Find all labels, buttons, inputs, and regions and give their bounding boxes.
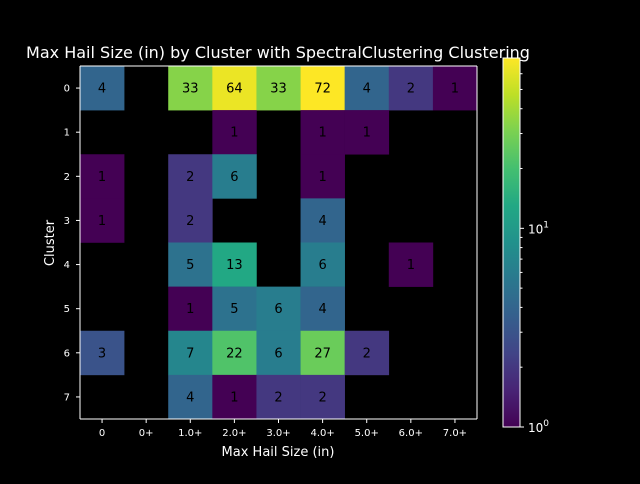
cell-value-label: 33 (182, 82, 199, 97)
y-tick-label: 4 (64, 260, 70, 271)
cell-value-label: 2 (363, 346, 371, 361)
y-axis-label: Cluster (43, 219, 58, 266)
heatmap-cell (212, 242, 257, 287)
heatmap-cell (388, 242, 434, 287)
heatmap-cell (80, 198, 125, 243)
heatmap-cell (256, 330, 301, 376)
cell-value-label: 1 (186, 302, 194, 317)
heatmap-cell (256, 286, 301, 332)
heatmap-cell (212, 154, 257, 199)
heatmap-cell (432, 66, 478, 111)
cell-value-label: 3 (98, 346, 106, 361)
y-tick-label: 2 (64, 172, 70, 183)
heatmap-cell (80, 154, 125, 199)
heatmap-cell (168, 374, 213, 420)
x-tick-label: 4.0+ (310, 428, 334, 439)
cell-value-label: 22 (226, 346, 243, 361)
cell-value-label: 6 (230, 170, 238, 185)
cell-value-label: 6 (318, 258, 326, 273)
cell-value-label: 5 (230, 302, 238, 317)
cell-value-label: 2 (407, 82, 415, 97)
cell-value-label: 2 (186, 214, 194, 229)
y-tick-label: 0 (64, 84, 70, 95)
heatmap-cell (168, 330, 213, 376)
chart-title: Max Hail Size (in) by Cluster with Spect… (26, 43, 530, 62)
heatmap-cell (300, 374, 345, 420)
heatmap-cell (300, 110, 345, 155)
heatmap-cell (300, 330, 345, 376)
y-tick-label: 3 (64, 216, 70, 227)
x-tick-label: 0 (99, 428, 105, 439)
cell-value-label: 1 (98, 214, 106, 229)
plot-area: 4 33 64 33 72 4 2 11 1 11 2 6 11 2 45 13 6 11 5 6 43 7 22 6 27 24… (80, 66, 478, 420)
x-axis-label: Max Hail Size (in) (222, 445, 335, 460)
cell-value-label: 2 (318, 390, 326, 405)
heatmap-cell (344, 330, 390, 376)
heatmap-cell (80, 330, 125, 376)
heatmap-cell (168, 286, 213, 332)
x-tick-label: 6.0+ (399, 428, 423, 439)
cell-value-label: 7 (186, 346, 194, 361)
heatmap-cell (344, 110, 390, 155)
heatmap-cell (256, 374, 301, 420)
heatmap-cell (300, 286, 345, 332)
cell-value-label: 64 (226, 82, 243, 97)
heatmap-cell (212, 330, 257, 376)
heatmap-cell (212, 110, 257, 155)
x-tick-label: 5.0+ (355, 428, 379, 439)
cell-value-label: 1 (230, 126, 238, 141)
x-tick-label: 7.0+ (443, 428, 467, 439)
cell-value-label: 4 (363, 82, 371, 97)
cell-value-label: 4 (318, 214, 326, 229)
colorbar-gradient (502, 57, 521, 428)
heatmap-cell (300, 154, 345, 199)
cell-value-label: 4 (318, 302, 326, 317)
cell-value-label: 1 (98, 170, 106, 185)
x-axis: 0 0+ 1.0+ 2.0+ 3.0+ 4.0+ 5.0+ 6.0+ 7.0+ (80, 65, 478, 439)
cell-value-label: 1 (407, 258, 415, 273)
y-tick-label: 1 (64, 128, 70, 139)
heatmap-cell (300, 66, 345, 111)
cell-value-label: 4 (98, 82, 106, 97)
y-tick-label: 6 (64, 348, 70, 359)
cell-value-label: 2 (186, 170, 194, 185)
heatmap-cell (300, 198, 345, 243)
cell-value-label: 4 (186, 390, 194, 405)
heatmap-cell (80, 66, 125, 111)
y-axis: 0 1 2 3 4 5 6 7 (64, 66, 81, 419)
heatmap-cell (168, 154, 213, 199)
cell-value-label: 6 (274, 302, 282, 317)
x-tick-label: 1.0+ (178, 428, 202, 439)
x-tick-label: 3.0+ (266, 428, 290, 439)
cell-value-label: 1 (363, 126, 371, 141)
heatmap-cell (168, 66, 213, 111)
heatmap-cell (168, 198, 213, 243)
heatmap-cell (256, 66, 301, 111)
cell-value-label: 1 (230, 390, 238, 405)
cell-value-label: 33 (270, 82, 287, 97)
heatmap-cell (388, 66, 434, 111)
cell-value-label: 5 (186, 258, 194, 273)
heatmap-cell (212, 374, 257, 420)
x-tick-label: 0+ (139, 428, 154, 439)
heatmap-cell (300, 242, 345, 287)
cell-value-label: 1 (451, 82, 459, 97)
x-tick-label: 2.0+ (222, 428, 246, 439)
heatmap-cell (212, 286, 257, 332)
heatmap-cell (168, 242, 213, 287)
heatmap-cell (212, 66, 257, 111)
y-tick-label: 5 (64, 304, 70, 315)
cell-value-label: 6 (274, 346, 282, 361)
cell-value-label: 1 (318, 126, 326, 141)
cell-value-label: 72 (314, 82, 331, 97)
cell-value-label: 27 (314, 346, 331, 361)
cell-value-label: 1 (318, 170, 326, 185)
cell-value-label: 13 (226, 258, 243, 273)
cell-value-label: 2 (274, 390, 282, 405)
heatmap-cell (344, 66, 390, 111)
y-tick-label: 7 (64, 392, 70, 403)
